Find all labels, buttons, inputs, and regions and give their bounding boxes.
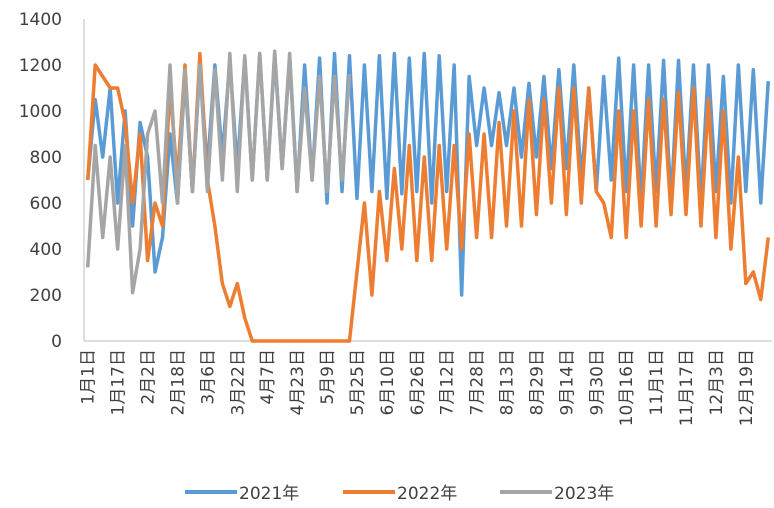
x-tick-label: 8月13日 [498,349,518,415]
x-tick-label: 10月16日 [617,349,637,426]
legend-item: 2021年 [185,484,299,504]
x-tick-label: 2月2日 [139,349,159,405]
y-tick-label: 600 [30,194,62,214]
legend-item: 2023年 [500,484,614,504]
x-tick-label: 7月28日 [468,349,488,415]
series-line [85,49,352,295]
x-tick-label: 5月9日 [318,349,338,405]
legend-item: 2022年 [343,484,457,504]
y-tick-label: 1400 [19,10,62,30]
y-tick-label: 800 [30,148,62,168]
x-tick-label: 8月29日 [527,349,547,415]
y-tick-label: 0 [51,332,62,352]
x-tick-label: 6月26日 [408,349,428,415]
x-tick-label: 3月22日 [228,349,248,415]
x-tick-label: 12月19日 [737,349,757,426]
x-tick-label: 9月30日 [587,349,607,415]
x-tick-label: 1月17日 [109,349,129,415]
y-tick-label: 400 [30,240,62,260]
x-tick-label: 11月1日 [647,349,667,415]
x-tick-label: 4月23日 [288,349,308,415]
legend-label: 2022年 [397,484,457,504]
x-tick-label: 12月3日 [707,349,727,415]
y-tick-label: 1000 [19,102,62,122]
x-tick-label: 1月1日 [79,349,99,405]
x-tick-label: 4月7日 [258,349,278,405]
legend-label: 2023年 [554,484,614,504]
x-tick-label: 9月14日 [557,349,577,415]
x-tick-label: 2月18日 [168,349,188,415]
legend-label: 2021年 [239,484,299,504]
x-tick-label: 6月10日 [378,349,398,415]
x-tick-label: 5月25日 [348,349,368,415]
x-tick-label: 3月6日 [198,349,218,405]
y-tick-label: 1200 [19,56,62,76]
x-tick-label: 7月12日 [438,349,458,415]
x-tick-label: 11月17日 [677,349,697,426]
y-tick-label: 200 [30,286,62,306]
